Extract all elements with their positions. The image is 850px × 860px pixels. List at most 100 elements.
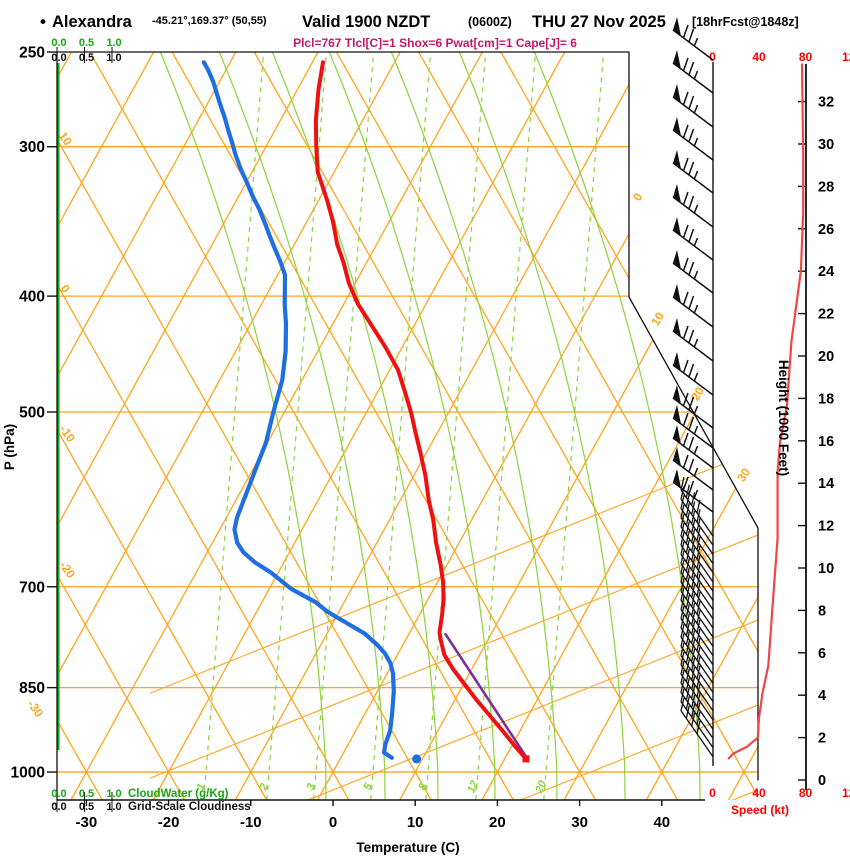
svg-text:0.5: 0.5 — [79, 37, 94, 49]
svg-text:0.5: 0.5 — [79, 52, 94, 64]
wind-barb — [680, 670, 714, 730]
svg-text:2: 2 — [818, 731, 826, 747]
wind-barb — [680, 596, 714, 656]
wind-barb — [680, 495, 714, 555]
svg-text:0: 0 — [709, 50, 716, 64]
wind-barb — [680, 486, 714, 546]
wind-barb — [672, 352, 714, 396]
svg-text:10: 10 — [818, 561, 834, 577]
wind-barb — [680, 550, 714, 610]
wind-barb — [672, 84, 714, 128]
dewpoint-curve — [201, 60, 396, 760]
wind-barb — [672, 318, 714, 362]
svg-text:8: 8 — [417, 781, 431, 792]
svg-text:-20: -20 — [158, 814, 180, 831]
temperature-axis: -30 -20 -10 0 10 20 30 40 — [76, 800, 670, 831]
temperature-curve — [313, 60, 528, 761]
wind-barb — [680, 651, 714, 712]
svg-text:3: 3 — [305, 782, 318, 792]
svg-text:0: 0 — [58, 282, 73, 296]
wind-barb — [672, 50, 714, 94]
wind-barb — [680, 624, 714, 684]
wind-barb — [680, 642, 714, 702]
svg-text:850: 850 — [19, 680, 45, 697]
wind-barb — [680, 679, 714, 739]
svg-text:1.0: 1.0 — [106, 801, 121, 813]
svg-text:20: 20 — [489, 814, 506, 831]
wind-barb — [672, 425, 714, 469]
svg-text:12: 12 — [818, 519, 834, 535]
valid-time: Valid 1900 NZDT — [302, 13, 430, 31]
cloudwater-scale-title: CloudWater (g/Kg) — [128, 788, 229, 800]
surface-dewpoint-marker — [412, 754, 422, 764]
wind-barb — [672, 385, 714, 429]
svg-text:20: 20 — [688, 384, 707, 403]
wind-speed-profile — [727, 63, 805, 760]
wind-barb — [680, 697, 714, 758]
temperature-axis-title: Temperature (C) — [356, 840, 459, 855]
cloudiness-scale-title: Grid-Scale Cloudiness — [128, 801, 251, 813]
svg-text:1000: 1000 — [11, 765, 45, 782]
svg-text:0: 0 — [818, 773, 826, 789]
svg-text:0.5: 0.5 — [79, 801, 94, 813]
svg-text:8: 8 — [818, 603, 826, 619]
wind-barb — [680, 522, 714, 583]
wind-barb — [680, 587, 714, 647]
speed-axis-title: Speed (kt) — [731, 803, 789, 817]
svg-text:40: 40 — [752, 786, 766, 800]
cloud-scales: 0.00.00.00.00.50.50.50.51.01.01.01.0 — [51, 37, 121, 813]
wind-barb — [672, 184, 714, 228]
wind-barb — [672, 117, 714, 161]
station-bullet-icon: • — [40, 12, 46, 31]
svg-text:10: 10 — [407, 814, 424, 831]
svg-text:24: 24 — [818, 264, 834, 280]
svg-text:0: 0 — [630, 190, 646, 203]
grid-lines — [57, 52, 758, 800]
wind-barb — [680, 513, 714, 574]
svg-text:0.0: 0.0 — [51, 52, 66, 64]
svg-text:0.0: 0.0 — [51, 37, 66, 49]
svg-text:1.0: 1.0 — [106, 788, 121, 800]
svg-text:20: 20 — [818, 349, 834, 365]
svg-text:16: 16 — [818, 434, 834, 450]
svg-text:20: 20 — [533, 778, 549, 796]
svg-text:40: 40 — [752, 50, 766, 64]
wind-barb — [680, 504, 714, 564]
svg-text:700: 700 — [19, 579, 45, 596]
wind-barb — [680, 605, 714, 666]
svg-text:120: 120 — [842, 786, 850, 800]
svg-text:30: 30 — [571, 814, 588, 831]
svg-text:300: 300 — [19, 139, 45, 156]
svg-text:250: 250 — [19, 45, 45, 62]
svg-text:120: 120 — [842, 50, 850, 64]
svg-text:80: 80 — [799, 50, 813, 64]
wind-barb — [680, 541, 714, 601]
svg-text:30: 30 — [734, 465, 753, 484]
wind-barbs — [672, 17, 714, 766]
wind-barb — [680, 688, 714, 748]
wind-barb — [672, 447, 714, 491]
wind-barb — [680, 559, 714, 620]
wind-barb — [672, 150, 714, 194]
wind-barb — [680, 578, 714, 638]
svg-text:30: 30 — [818, 137, 834, 153]
surface-markers — [412, 754, 530, 764]
svg-text:-30: -30 — [76, 814, 98, 831]
wind-barb — [672, 217, 714, 261]
svg-text:80: 80 — [799, 786, 813, 800]
svg-text:18: 18 — [818, 391, 834, 407]
surface-temperature-marker — [522, 755, 530, 763]
svg-text:400: 400 — [19, 289, 45, 306]
svg-text:-10: -10 — [240, 814, 262, 831]
plot-border — [56, 51, 759, 801]
svg-text:4: 4 — [818, 688, 826, 704]
svg-text:-10: -10 — [57, 423, 79, 446]
wind-barb — [680, 633, 714, 693]
sounding-parameters: Plcl=767 Tlcl[C]=1 Shox=6 Pwat[cm]=1 Cap… — [293, 36, 577, 50]
speed-axis: 0 0 40 40 80 80 120 120 — [709, 50, 850, 800]
svg-text:-30: -30 — [25, 698, 47, 721]
svg-text:26: 26 — [818, 222, 834, 238]
wind-barb — [680, 614, 714, 675]
